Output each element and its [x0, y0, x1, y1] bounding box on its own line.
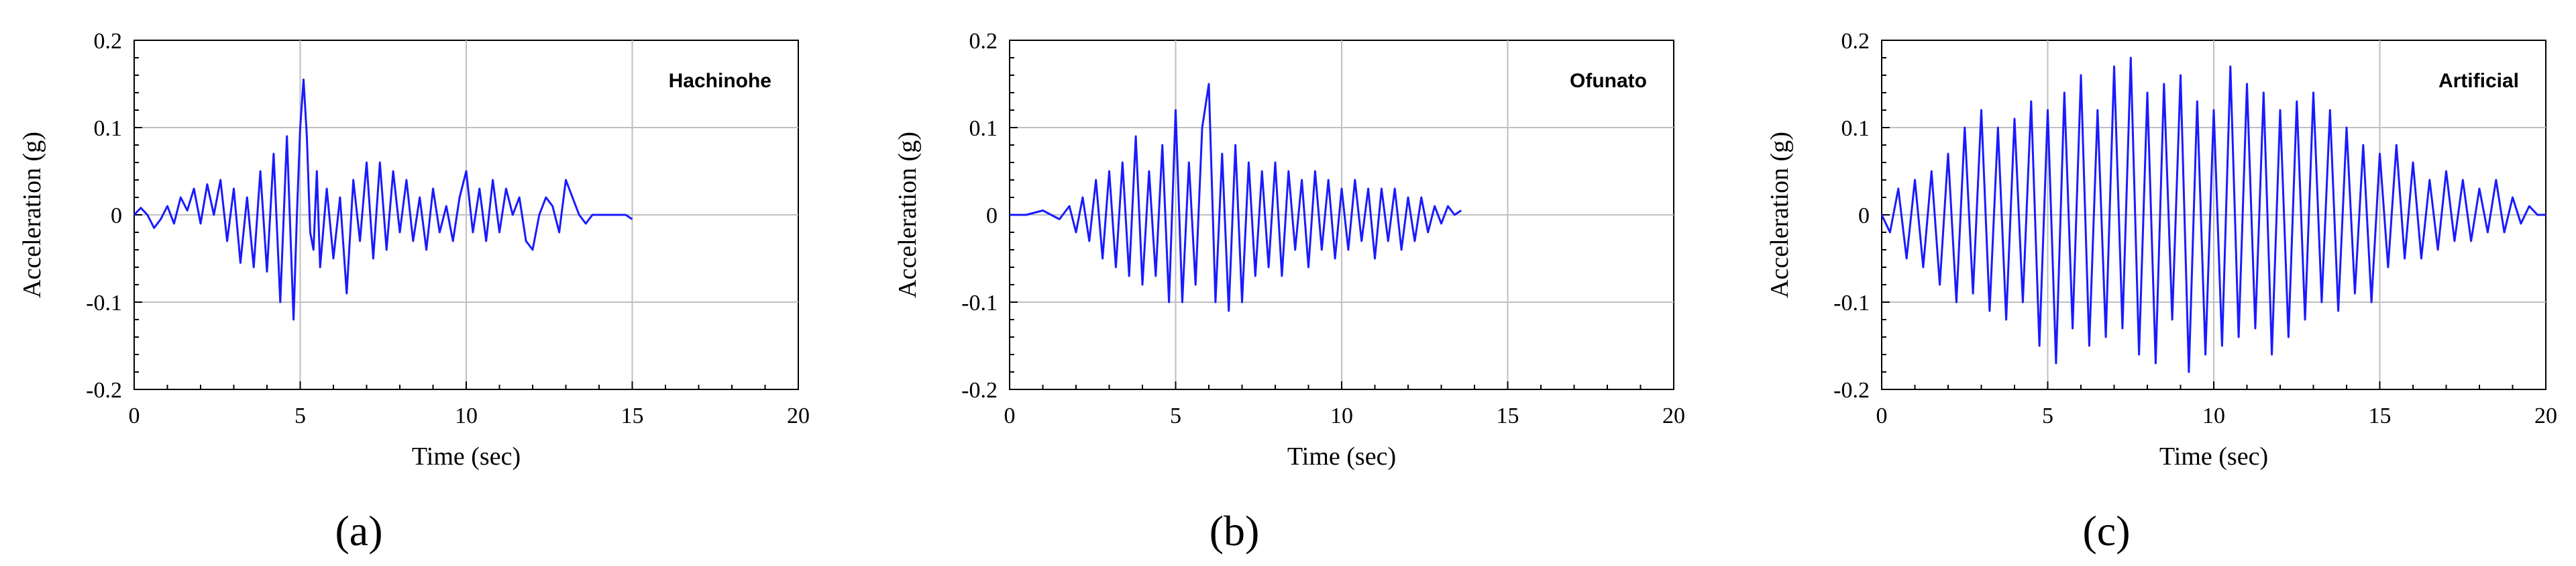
acceleration-series-line: [1010, 83, 1462, 312]
acceleration-series-line: [1880, 56, 2546, 373]
y-tick-label: 0: [1858, 203, 1870, 228]
y-axis-title: Acceleration (g): [18, 132, 46, 298]
panel-label: (a): [335, 507, 382, 555]
y-axis-title: Acceleration (g): [894, 132, 922, 298]
chart-hachinohe: 0 5 10 15 20 0.2 0.1 0 -0.1 -0.2 Time (sec) Acceler…: [18, 29, 810, 555]
panel-label: (b): [1210, 507, 1260, 555]
y-tick-label: 0.1: [1841, 116, 1870, 141]
x-axis-title: Time (sec): [1287, 442, 1396, 471]
y-tick-label: 0: [111, 203, 122, 228]
x-tick-label: 20: [2534, 404, 2557, 428]
y-tick-label: 0.2: [94, 29, 123, 54]
y-tick-label: -0.2: [961, 378, 998, 403]
y-tick-label: 0: [986, 203, 998, 228]
x-tick-label: 15: [1497, 404, 1519, 428]
y-axis-title: Acceleration (g): [1766, 132, 1794, 298]
y-tick-label: -0.2: [1833, 378, 1870, 403]
acceleration-series-line: [133, 79, 633, 321]
y-tick-label: 0.2: [1841, 29, 1870, 54]
x-tick-label: 10: [455, 404, 478, 428]
x-axis-title: Time (sec): [2159, 442, 2268, 471]
x-tick-label: 20: [787, 404, 810, 428]
record-name-label: Artificial: [2438, 70, 2519, 92]
x-tick-label: 10: [1330, 404, 1353, 428]
chart-artificial: 0 5 10 15 20 0.2 0.1 0 -0.1 -0.2 Time (sec) Acceler…: [1766, 29, 2557, 555]
x-tick-label: 0: [129, 404, 140, 428]
x-tick-label: 20: [1662, 404, 1685, 428]
y-tick-label: 0.1: [969, 116, 998, 141]
x-tick-label: 10: [2202, 404, 2225, 428]
y-tick-label: -0.1: [1833, 291, 1870, 316]
panel-label: (c): [2082, 507, 2130, 555]
y-tick-label: -0.1: [961, 291, 998, 316]
y-tick-label: -0.1: [86, 291, 122, 316]
y-tick-label: 0.1: [94, 116, 123, 141]
x-tick-label: 0: [1004, 404, 1016, 428]
x-tick-label: 0: [1876, 404, 1888, 428]
y-tick-label: 0.2: [969, 29, 998, 54]
chart-ofunato: 0 5 10 15 20 0.2 0.1 0 -0.1 -0.2 Time (sec) Acceler…: [894, 29, 1685, 555]
x-tick-label: 5: [2042, 404, 2053, 428]
x-axis-title: Time (sec): [412, 442, 521, 471]
x-tick-label: 5: [1170, 404, 1181, 428]
record-name-label: Hachinohe: [669, 70, 771, 92]
x-tick-label: 15: [2369, 404, 2392, 428]
x-tick-label: 15: [621, 404, 644, 428]
record-name-label: Ofunato: [1570, 70, 1647, 92]
x-tick-label: 5: [294, 404, 306, 428]
y-tick-label: -0.2: [86, 378, 122, 403]
